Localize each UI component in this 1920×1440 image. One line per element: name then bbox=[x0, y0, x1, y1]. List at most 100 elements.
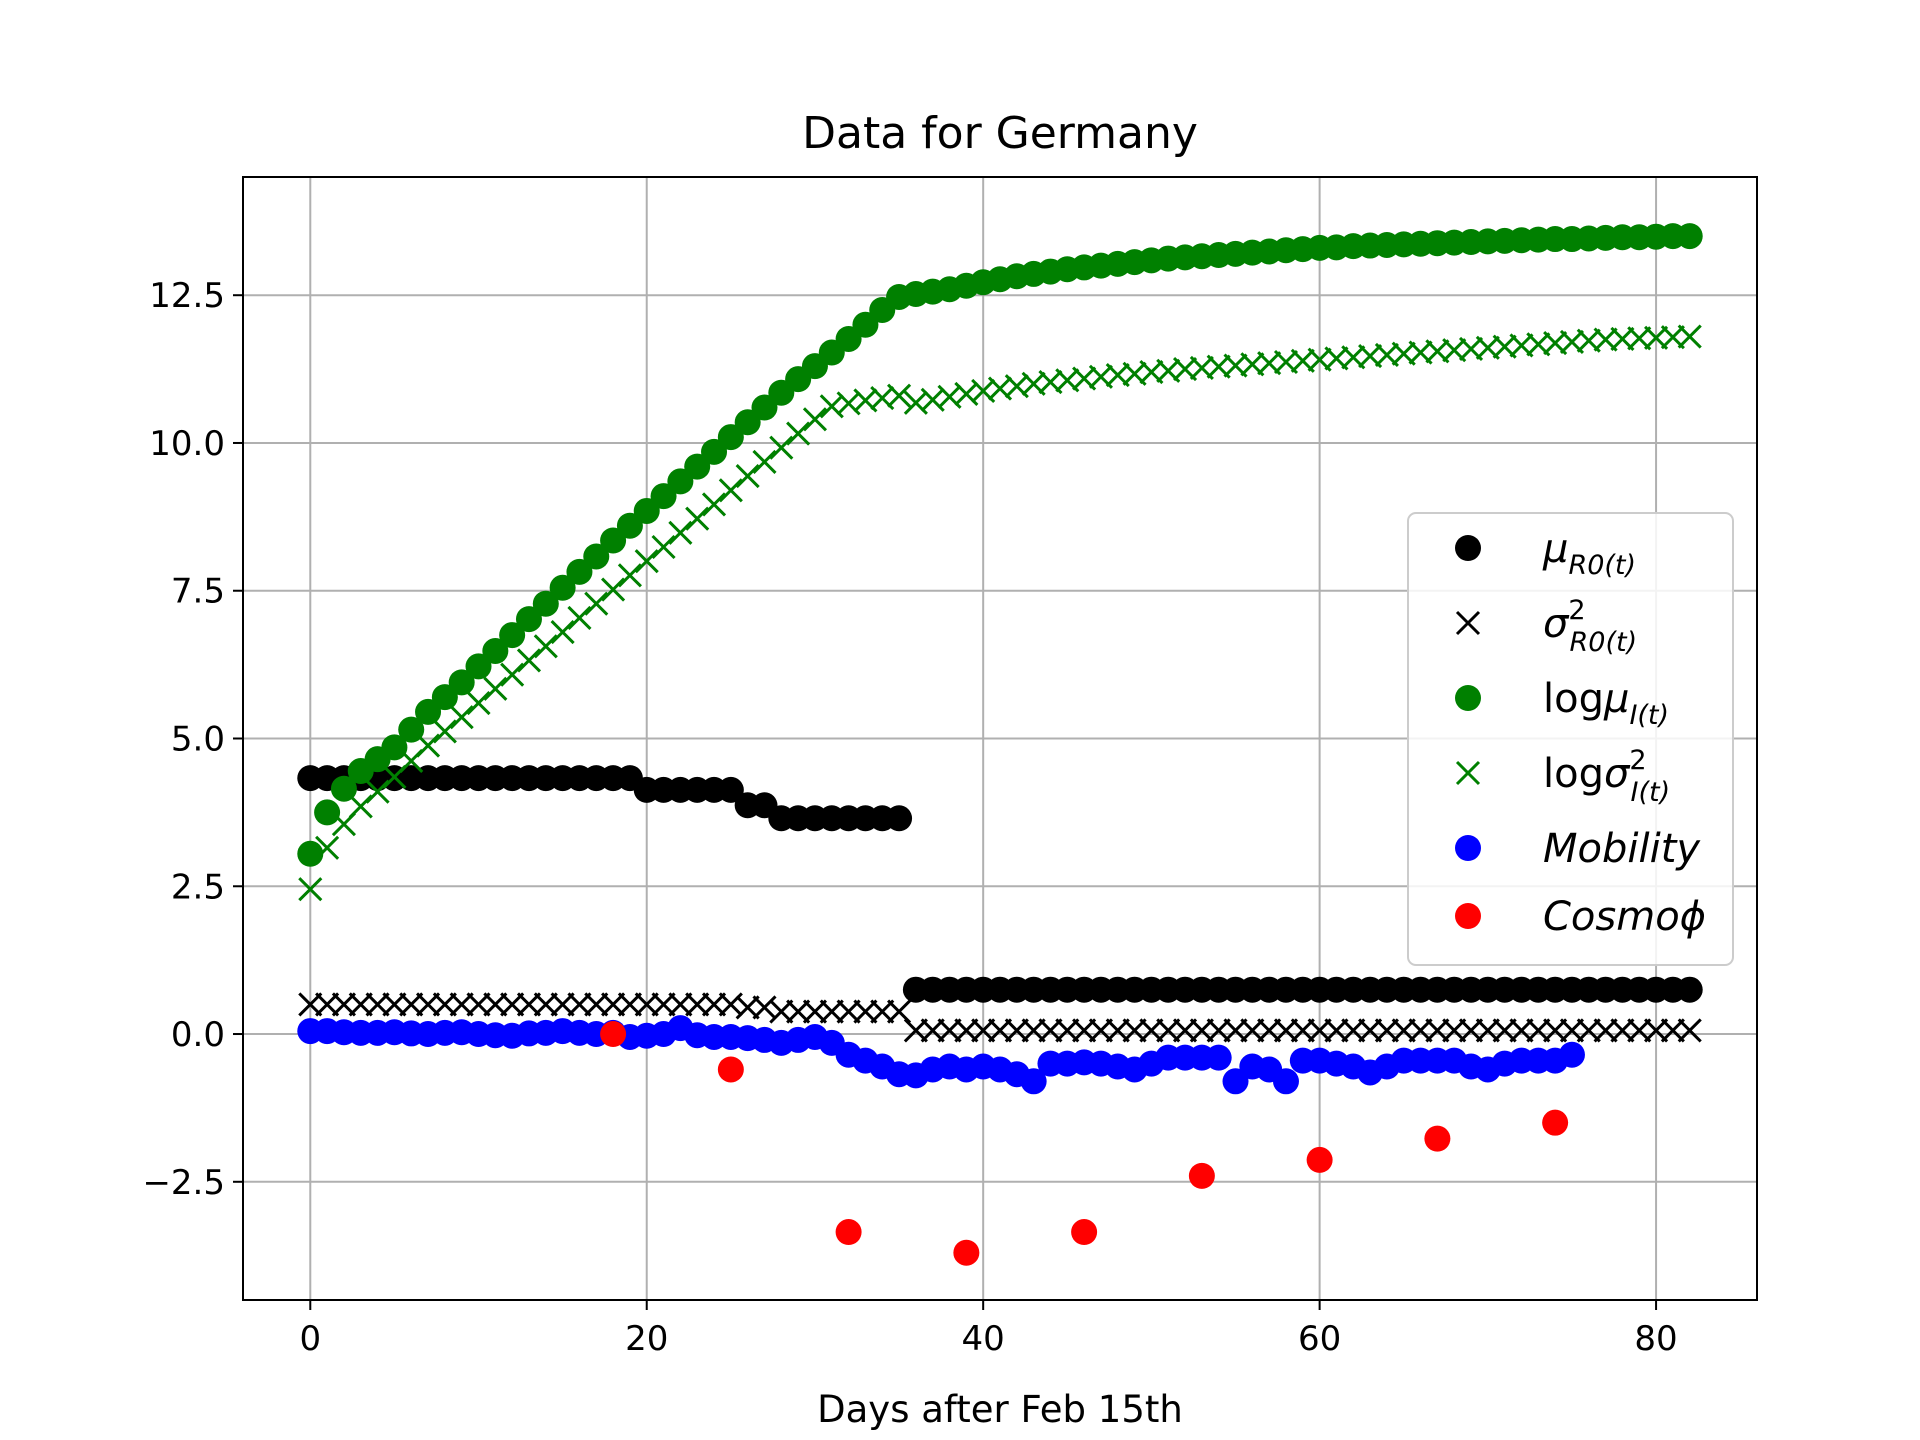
legend-symbol: μ bbox=[1542, 526, 1568, 572]
data-point bbox=[1391, 1018, 1416, 1043]
data-point bbox=[1676, 223, 1703, 250]
data-point bbox=[971, 1018, 996, 1043]
legend-marker bbox=[1455, 760, 1481, 786]
data-point bbox=[1139, 1018, 1164, 1043]
data-point bbox=[954, 1018, 979, 1043]
data-point bbox=[1660, 1018, 1685, 1043]
x-tick-label: 20 bbox=[625, 1319, 668, 1359]
data-point bbox=[584, 992, 609, 1017]
data-point bbox=[1492, 1018, 1517, 1043]
data-point bbox=[701, 438, 728, 465]
legend-marker bbox=[1455, 685, 1481, 711]
data-point bbox=[583, 543, 610, 570]
data-point bbox=[516, 648, 542, 673]
y-tick-label: 7.5 bbox=[171, 572, 225, 612]
data-point bbox=[802, 999, 828, 1024]
data-point bbox=[532, 590, 559, 617]
data-point bbox=[1088, 1018, 1113, 1043]
data-point bbox=[752, 449, 777, 474]
data-point bbox=[516, 992, 542, 1017]
x-tick-label: 80 bbox=[1634, 1319, 1677, 1359]
series-2 bbox=[297, 223, 1703, 867]
x-axis-label: Days after Feb 15th bbox=[817, 1388, 1183, 1431]
data-point bbox=[735, 995, 760, 1020]
data-point bbox=[987, 1018, 1013, 1043]
data-point bbox=[1558, 1041, 1585, 1068]
x-tick-label: 0 bbox=[299, 1319, 321, 1359]
data-point bbox=[1542, 1109, 1569, 1136]
legend-subscript: I(t) bbox=[1631, 777, 1671, 808]
data-point bbox=[1020, 1068, 1047, 1095]
data-point bbox=[567, 605, 592, 630]
data-point bbox=[432, 719, 457, 744]
data-point bbox=[1593, 1018, 1618, 1043]
data-point bbox=[718, 478, 743, 503]
data-point bbox=[1324, 1018, 1349, 1043]
legend-label: logμI(t) bbox=[1543, 676, 1669, 731]
data-point bbox=[314, 799, 341, 826]
data-point bbox=[870, 999, 895, 1024]
data-point bbox=[1273, 1018, 1299, 1043]
data-point bbox=[886, 805, 913, 832]
data-point bbox=[684, 453, 711, 480]
data-point bbox=[1610, 1018, 1635, 1043]
data-point bbox=[819, 999, 844, 1024]
data-point bbox=[1222, 1068, 1249, 1095]
data-point bbox=[1205, 1044, 1232, 1071]
data-point bbox=[466, 690, 491, 716]
data-point bbox=[1004, 1018, 1029, 1043]
data-point bbox=[1272, 1068, 1299, 1095]
data-point bbox=[1072, 1018, 1097, 1043]
data-point bbox=[1071, 1219, 1098, 1246]
data-point bbox=[651, 992, 676, 1017]
plot-area bbox=[297, 223, 1703, 1266]
data-point bbox=[1374, 1018, 1399, 1043]
data-point bbox=[331, 992, 356, 1017]
data-point bbox=[448, 669, 475, 696]
data-point bbox=[1240, 1018, 1265, 1043]
data-point bbox=[601, 577, 626, 602]
data-point bbox=[852, 311, 879, 338]
data-point bbox=[903, 1018, 928, 1043]
data-point bbox=[651, 534, 676, 560]
legend-symbol: σ bbox=[1604, 751, 1631, 797]
data-point bbox=[483, 992, 508, 1017]
legend-symbol: Cosmoϕ bbox=[1543, 894, 1706, 940]
data-point bbox=[515, 606, 542, 633]
legend-symbol: Mobility bbox=[1543, 826, 1701, 872]
legend-symbol: μ bbox=[1603, 676, 1629, 722]
data-point bbox=[431, 684, 458, 711]
data-point bbox=[668, 992, 693, 1017]
data-point bbox=[835, 1219, 862, 1246]
chart-title: Data for Germany bbox=[802, 108, 1198, 159]
legend-subscript: R0(t) bbox=[1570, 627, 1638, 658]
data-point bbox=[887, 383, 912, 408]
data-point bbox=[769, 999, 794, 1024]
series-3 bbox=[298, 324, 1702, 902]
legend-prefix: log bbox=[1543, 751, 1604, 797]
data-point bbox=[786, 421, 811, 446]
data-point bbox=[786, 999, 811, 1024]
data-point bbox=[1458, 1018, 1484, 1043]
legend: μR0(t)σ2 R0(t)logμI(t)logσ2 I(t)MobilityCo… bbox=[1407, 512, 1734, 966]
data-point bbox=[1526, 1018, 1551, 1043]
data-point bbox=[1644, 1018, 1669, 1043]
data-point bbox=[415, 733, 441, 758]
data-point bbox=[348, 992, 373, 1017]
data-point bbox=[315, 992, 340, 1017]
legend-label: σ2 R0(t) bbox=[1543, 595, 1637, 658]
data-point bbox=[1442, 1018, 1467, 1043]
data-point bbox=[500, 992, 525, 1017]
data-point bbox=[920, 1018, 945, 1043]
data-point bbox=[685, 992, 710, 1017]
x-tick-label: 60 bbox=[1298, 1319, 1341, 1359]
series-5 bbox=[600, 1021, 1569, 1266]
y-tick-label: 10.0 bbox=[149, 424, 225, 464]
legend-superscript: 2 bbox=[1629, 745, 1646, 776]
legend-subscript: R0(t) bbox=[1568, 550, 1636, 581]
data-point bbox=[500, 662, 525, 687]
data-point bbox=[1627, 1018, 1652, 1043]
data-point bbox=[633, 497, 660, 524]
data-point bbox=[668, 520, 693, 545]
